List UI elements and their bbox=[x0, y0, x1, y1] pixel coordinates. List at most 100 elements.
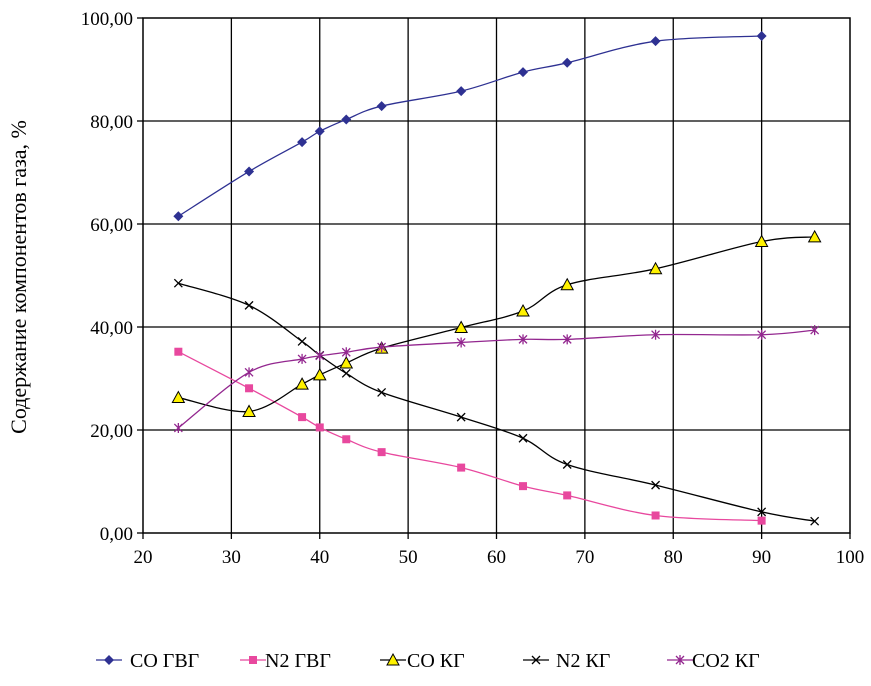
data-point bbox=[173, 278, 183, 288]
series-line bbox=[177, 329, 815, 429]
data-point bbox=[312, 367, 327, 381]
data-point bbox=[244, 367, 254, 378]
data-point bbox=[648, 261, 663, 275]
data-point bbox=[341, 347, 351, 358]
data-point bbox=[314, 126, 325, 137]
legend-item: N2 ГВГ bbox=[240, 650, 331, 672]
data-point bbox=[518, 334, 528, 345]
data-point bbox=[244, 166, 255, 177]
data-point bbox=[757, 507, 767, 517]
data-point bbox=[810, 325, 820, 336]
data-point bbox=[376, 101, 387, 112]
y-tick-label: 40,00 bbox=[90, 318, 133, 339]
data-point bbox=[757, 516, 766, 525]
data-point bbox=[245, 384, 254, 393]
legend-swatch-marker bbox=[675, 655, 685, 665]
legend-swatch-marker bbox=[386, 652, 400, 666]
legend-item: CO2 КГ bbox=[667, 650, 760, 672]
data-point bbox=[171, 390, 186, 404]
data-point bbox=[754, 234, 769, 248]
data-point bbox=[341, 368, 351, 378]
data-point bbox=[377, 448, 386, 457]
grid bbox=[142, 17, 851, 534]
legend-label: CO КГ bbox=[407, 650, 465, 672]
data-point bbox=[518, 67, 529, 78]
data-point bbox=[563, 491, 572, 500]
x-tick-label: 100 bbox=[836, 547, 865, 568]
data-point bbox=[810, 516, 820, 526]
data-point bbox=[650, 36, 661, 47]
data-point bbox=[297, 353, 307, 364]
data-point bbox=[377, 342, 387, 353]
data-point bbox=[456, 337, 466, 348]
x-axis-ticks: 20 30 40 50 60 70 80 90 100 bbox=[134, 533, 865, 568]
data-point bbox=[518, 433, 528, 443]
data-point bbox=[342, 435, 351, 444]
legend-item: CO КГ bbox=[380, 650, 465, 672]
series-line bbox=[178, 351, 762, 522]
series-group bbox=[171, 31, 822, 526]
x-tick-label: 70 bbox=[575, 547, 594, 568]
data-point bbox=[562, 460, 572, 469]
data-point bbox=[454, 320, 468, 334]
data-point bbox=[562, 334, 572, 345]
data-point bbox=[756, 31, 767, 42]
data-point bbox=[295, 377, 309, 390]
data-point bbox=[651, 480, 661, 490]
data-point bbox=[377, 387, 387, 397]
y-tick-label: 80,00 bbox=[90, 112, 133, 133]
data-point bbox=[242, 404, 256, 417]
x-tick-label: 80 bbox=[664, 547, 683, 568]
x-tick-label: 50 bbox=[399, 547, 418, 568]
series-line bbox=[178, 282, 815, 522]
data-point bbox=[516, 303, 530, 317]
data-point bbox=[457, 463, 466, 472]
data-point bbox=[315, 350, 325, 361]
y-axis-ticks: 0,00 20,00 40,00 60,00 80,00 100,00 bbox=[81, 9, 143, 545]
data-point bbox=[298, 413, 307, 422]
y-tick-label: 60,00 bbox=[90, 215, 133, 236]
legend-swatch-marker bbox=[531, 655, 541, 665]
data-point bbox=[651, 329, 661, 340]
data-point bbox=[297, 336, 307, 346]
y-tick-label: 0,00 bbox=[100, 524, 133, 545]
data-point bbox=[519, 482, 528, 491]
x-tick-label: 90 bbox=[752, 547, 771, 568]
series-line bbox=[178, 35, 762, 217]
data-point bbox=[315, 423, 324, 432]
legend-label: N2 КГ bbox=[556, 650, 610, 672]
y-tick-label: 20,00 bbox=[90, 421, 133, 442]
legend-label: CO ГВГ bbox=[130, 650, 199, 672]
legend-swatch-marker bbox=[104, 655, 114, 665]
legend: CO ГВГ N2 ГВГ CO КГ N2 КГ CO2 КГ bbox=[96, 650, 760, 672]
y-tick-label: 100,00 bbox=[81, 9, 133, 30]
data-point bbox=[173, 211, 184, 222]
data-point bbox=[174, 347, 183, 356]
data-point bbox=[562, 57, 573, 68]
legend-label: CO2 КГ bbox=[692, 650, 760, 672]
series-0 bbox=[173, 31, 767, 222]
x-tick-label: 40 bbox=[310, 547, 329, 568]
data-point bbox=[244, 300, 254, 310]
x-tick-label: 30 bbox=[222, 547, 241, 568]
data-point bbox=[456, 412, 466, 422]
data-point bbox=[651, 511, 660, 520]
data-point bbox=[456, 86, 467, 97]
x-tick-label: 60 bbox=[487, 547, 506, 568]
series-4 bbox=[173, 325, 820, 433]
legend-item: N2 КГ bbox=[523, 650, 610, 672]
data-point bbox=[560, 277, 575, 291]
series-2 bbox=[171, 229, 822, 417]
data-point bbox=[297, 137, 308, 148]
data-point bbox=[341, 114, 352, 125]
x-tick-label: 20 bbox=[134, 547, 153, 568]
legend-label: N2 ГВГ bbox=[265, 650, 331, 672]
series-1 bbox=[174, 347, 766, 525]
data-point bbox=[339, 356, 354, 369]
data-point bbox=[173, 422, 183, 433]
data-point bbox=[807, 229, 822, 243]
data-point bbox=[757, 329, 767, 340]
legend-item: CO ГВГ bbox=[96, 650, 199, 672]
legend-swatch-marker bbox=[249, 656, 257, 664]
